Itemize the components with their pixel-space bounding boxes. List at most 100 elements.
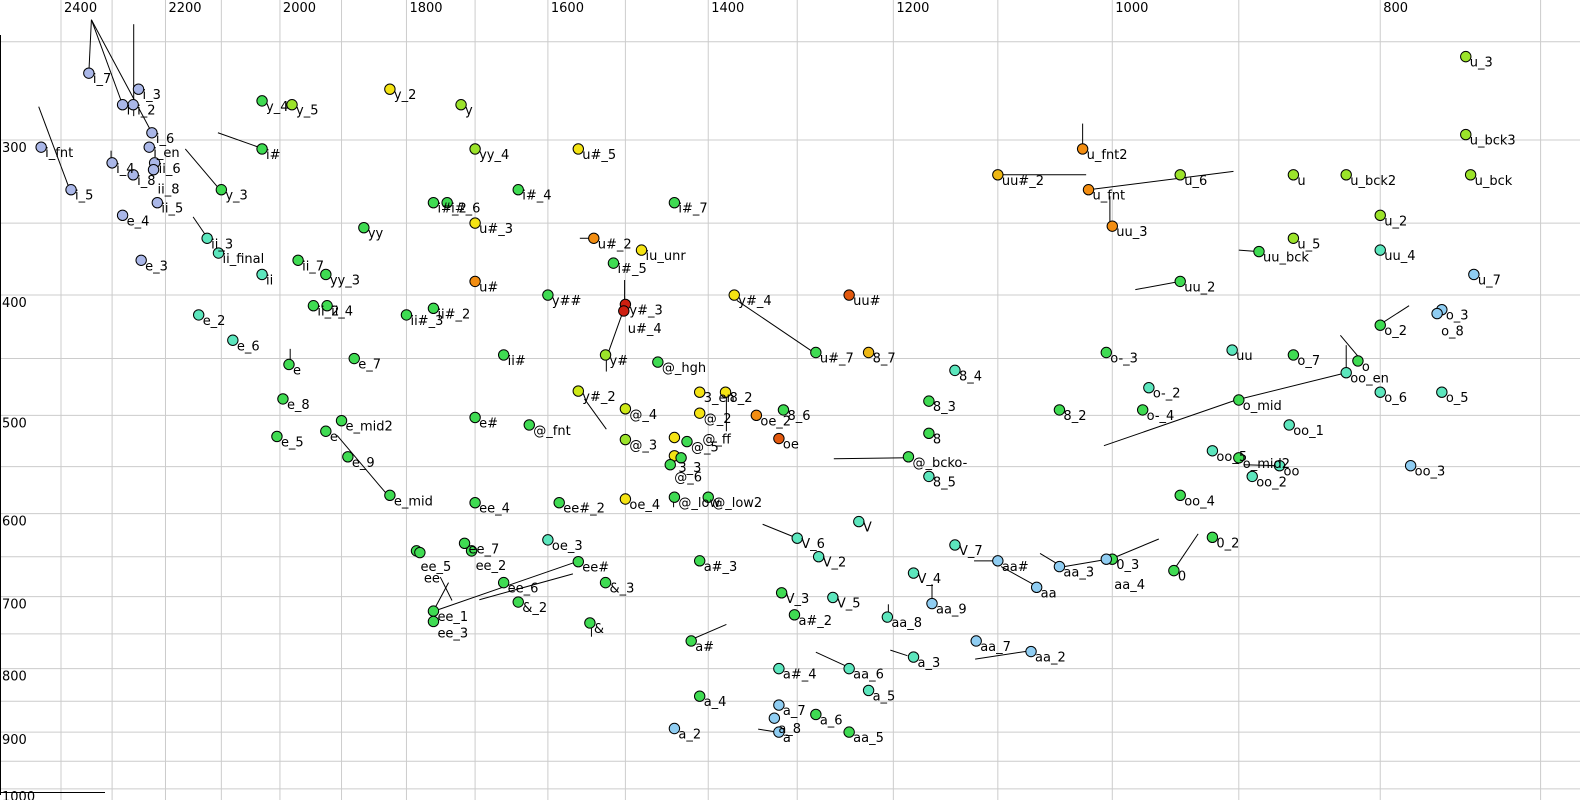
data-point[interactable]: [773, 699, 785, 711]
data-point[interactable]: [1460, 128, 1472, 141]
data-point[interactable]: [862, 684, 875, 697]
data-point[interactable]: [827, 591, 839, 604]
data-point[interactable]: [702, 491, 714, 503]
data-point[interactable]: [192, 309, 205, 321]
data-point[interactable]: [1340, 367, 1352, 379]
data-point[interactable]: [949, 364, 961, 377]
data-point[interactable]: [1226, 344, 1238, 356]
data-point[interactable]: [1106, 220, 1118, 232]
data-point[interactable]: [215, 184, 228, 196]
data-point[interactable]: [212, 247, 225, 259]
data-point[interactable]: [116, 99, 129, 111]
data-point[interactable]: [728, 289, 740, 301]
data-point[interactable]: [992, 555, 1004, 567]
data-point[interactable]: [572, 385, 584, 397]
data-point[interactable]: [881, 611, 894, 623]
data-point[interactable]: [1206, 445, 1219, 457]
data-point[interactable]: [320, 268, 332, 281]
data-point[interactable]: [1374, 244, 1386, 256]
data-point[interactable]: [843, 289, 855, 301]
data-point[interactable]: [685, 635, 697, 647]
data-point[interactable]: [652, 356, 664, 368]
data-point[interactable]: [469, 275, 481, 288]
data-point[interactable]: [675, 452, 687, 464]
data-point[interactable]: [469, 496, 481, 509]
data-point[interactable]: [553, 496, 565, 509]
data-point[interactable]: [773, 432, 785, 445]
data-point[interactable]: [320, 425, 332, 437]
data-point[interactable]: [151, 196, 164, 209]
data-point[interactable]: [465, 545, 478, 557]
data-point[interactable]: [292, 254, 304, 266]
data-point[interactable]: [127, 169, 139, 181]
data-point[interactable]: [1287, 349, 1300, 361]
data-point[interactable]: [719, 386, 732, 398]
data-point[interactable]: [668, 722, 681, 735]
data-point[interactable]: [1174, 169, 1186, 181]
data-point[interactable]: [348, 352, 360, 365]
data-point[interactable]: [335, 414, 348, 427]
data-point[interactable]: [1053, 404, 1066, 416]
data-point[interactable]: [256, 95, 268, 107]
data-point[interactable]: [542, 289, 554, 301]
data-point[interactable]: [1030, 581, 1043, 594]
data-point[interactable]: [572, 555, 584, 568]
data-point[interactable]: [1253, 245, 1265, 258]
data-point[interactable]: [923, 395, 935, 407]
data-point[interactable]: [1206, 531, 1219, 544]
data-point[interactable]: [812, 551, 825, 563]
data-point[interactable]: [512, 184, 524, 196]
data-point[interactable]: [1404, 460, 1417, 472]
data-point[interactable]: [523, 419, 535, 431]
data-point[interactable]: [668, 491, 681, 503]
data-point[interactable]: [321, 300, 333, 312]
data-point[interactable]: [750, 409, 763, 422]
data-point[interactable]: [271, 430, 283, 443]
data-point[interactable]: [1143, 381, 1155, 394]
data-point[interactable]: [907, 651, 920, 663]
data-point[interactable]: [619, 403, 632, 415]
data-point[interactable]: [584, 617, 596, 629]
data-point[interactable]: [693, 386, 706, 398]
data-point[interactable]: [358, 221, 370, 234]
data-point[interactable]: [1374, 319, 1386, 331]
data-point[interactable]: [1100, 346, 1112, 359]
data-point[interactable]: [1431, 307, 1443, 320]
data-point[interactable]: [542, 534, 554, 546]
data-point[interactable]: [135, 254, 147, 266]
data-point[interactable]: [342, 451, 354, 463]
data-point[interactable]: [414, 546, 426, 559]
data-point[interactable]: [455, 99, 467, 111]
data-point[interactable]: [512, 596, 524, 608]
data-point[interactable]: [1287, 169, 1300, 181]
data-point[interactable]: [635, 244, 648, 256]
data-point[interactable]: [773, 726, 785, 738]
data-point[interactable]: [1233, 394, 1245, 406]
data-point[interactable]: [1436, 386, 1448, 398]
data-point[interactable]: [1174, 275, 1186, 288]
data-point[interactable]: [384, 83, 396, 95]
data-point[interactable]: [35, 141, 47, 153]
data-point[interactable]: [681, 435, 693, 448]
data-point[interactable]: [768, 712, 781, 724]
data-point[interactable]: [1374, 209, 1386, 222]
data-point[interactable]: [1233, 452, 1245, 464]
data-point[interactable]: [277, 393, 289, 405]
data-point[interactable]: [923, 427, 935, 440]
data-point[interactable]: [1464, 169, 1477, 181]
data-point[interactable]: [926, 597, 938, 610]
data-point[interactable]: [441, 196, 453, 209]
data-point[interactable]: [791, 532, 803, 544]
data-point[interactable]: [693, 407, 706, 419]
data-point[interactable]: [1352, 355, 1364, 367]
data-point[interactable]: [773, 662, 785, 675]
data-point[interactable]: [1100, 553, 1112, 565]
data-point[interactable]: [1168, 564, 1180, 577]
data-point[interactable]: [664, 459, 676, 471]
data-point[interactable]: [572, 143, 584, 155]
data-point[interactable]: [902, 451, 915, 463]
data-point[interactable]: [1082, 184, 1095, 196]
data-point[interactable]: [599, 576, 612, 589]
data-point[interactable]: [843, 726, 855, 738]
data-point[interactable]: [458, 537, 471, 549]
